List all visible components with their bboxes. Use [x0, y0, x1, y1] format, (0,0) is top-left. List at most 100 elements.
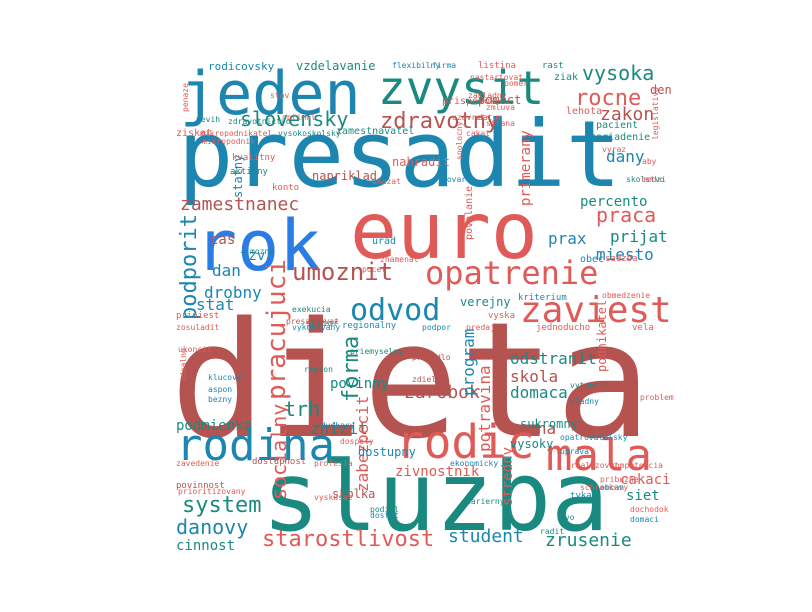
word-presadzovat: presadzovat [286, 317, 339, 326]
word-mala: mala [546, 430, 652, 481]
word-datum: datum [478, 113, 502, 122]
word-nastartovat: nastartovat [470, 73, 523, 82]
word-zakladny: zakladny [468, 91, 507, 100]
word-vyraz: vyraz [602, 145, 626, 154]
word-percento: percento [580, 194, 647, 210]
word-ukazat: ukazat [372, 177, 401, 186]
word-vysokoskolsky: vysokoskolsky [278, 129, 341, 138]
word-forma: forma [339, 336, 364, 402]
word-exekucia: exekucia [292, 305, 331, 314]
word-pomoct: pomoct [478, 93, 521, 107]
word-rodic: rodic [396, 415, 534, 469]
word-konto: konto [272, 183, 299, 193]
word-aspon: aspon [208, 385, 232, 394]
word-dieta: dieta [170, 287, 652, 474]
word-zamestnanec: zamestnanec [180, 194, 299, 215]
word-ekonomicky: ekonomicky [450, 459, 498, 468]
word-drobny: drobny [204, 283, 262, 302]
word-vladny: vladny [570, 397, 599, 406]
word-spolocny: spolocny [455, 121, 464, 160]
word-problem: problem [640, 393, 674, 402]
word-podnikatel: podnikatel [595, 300, 609, 372]
word-zarobok: zarobok [404, 382, 480, 403]
word-prijat: prijat [610, 227, 668, 246]
word-vzdelavanie: vzdelavanie [296, 59, 375, 73]
word-rodicovsky: rodicovsky [208, 60, 275, 73]
word-skola: skola [510, 367, 558, 386]
word-uzavret: uzavret [452, 113, 486, 122]
word-zamestnavatel: zamestnavatel [336, 126, 414, 137]
word-zrusenie: zrusenie [545, 530, 632, 551]
word-zivnostnik: zivnostnik [395, 464, 480, 480]
word-regionalny: regionalny [342, 321, 397, 331]
word-stredny: stredny [500, 447, 516, 506]
word-urad: urad [372, 236, 396, 247]
word-dochodok: dochodok [630, 505, 669, 514]
word-strana: strana [486, 119, 515, 128]
word-tykat: tykat [570, 491, 597, 501]
word-bezny: bezny [208, 395, 232, 404]
word-sadzba: sadzba [605, 254, 638, 264]
word-schrankovy: schrankovy [580, 483, 628, 492]
word-zdielat: zdielat [412, 375, 446, 384]
word-statny: statny [231, 155, 245, 198]
word-miesto: miesto [596, 245, 654, 264]
word-povinny: povinny [330, 376, 389, 392]
word-pracujuci: pracujuci [262, 259, 292, 400]
word-vyskusat: vyskusat [314, 493, 353, 502]
word-system: system [182, 493, 261, 518]
word-cas: cas [210, 232, 235, 248]
word-zabezpecit: zabezpecit [353, 396, 372, 492]
word-podporit: podporit [177, 214, 202, 320]
word-slovensky: slovensky [240, 107, 348, 131]
word-mikropodnik: mikropodnik [202, 137, 255, 146]
word-medzi: medzi [642, 175, 666, 184]
word-vykonavany: vykonavany [292, 323, 340, 332]
word-pribuzne: pribuzne [600, 475, 639, 484]
word-skolka: skolka [332, 487, 375, 501]
word-obcan: obcan [600, 483, 624, 492]
word-podpor: podpor [422, 323, 451, 332]
word-obec: obec [580, 254, 604, 265]
word-nahradit: nahradit [392, 155, 450, 169]
word-napriklad: napriklad [312, 169, 377, 183]
word-ukoncit: ukoncit [178, 345, 212, 354]
word-dostupnost: dostupnost [252, 457, 306, 467]
word-stav: stav [270, 91, 289, 100]
word-uprava: uprava [560, 447, 589, 456]
word-prioritizovany: prioritizovany [178, 487, 246, 496]
word-podmienka: podmienka [176, 418, 252, 434]
word-priniest: priniest [176, 311, 219, 321]
word-profesia: profesia [314, 459, 353, 468]
word-jeden: jeden [180, 59, 361, 129]
word-domaci: domaci [630, 515, 659, 524]
word-penaze: penaze [181, 83, 190, 112]
word-skolstvo: skolstvo [626, 175, 665, 184]
word-euro: euro [350, 187, 538, 277]
word-potravina: potravina [475, 365, 494, 452]
word-dan: dan [212, 261, 241, 280]
word-umoznit: umoznit [292, 258, 393, 286]
word-znizit: znizit [310, 419, 368, 438]
word-advokacy: advokacy [316, 421, 355, 430]
word-vela: vela [632, 323, 654, 333]
word-jednoducho: jednoducho [536, 323, 590, 333]
word-pocet: pocet [362, 265, 386, 274]
word-stat: stat [196, 295, 235, 314]
word-zvysit: zvysit [378, 61, 544, 115]
word-klucovy: klucovy [208, 373, 242, 382]
word-zrealizovat: zrealizovat [566, 461, 619, 470]
word-tovar: tovar [442, 175, 466, 184]
word-priemyselny: priemyselny [350, 347, 403, 356]
word-povinnost: povinnost [176, 481, 225, 491]
word-pomer: pomer [504, 79, 528, 88]
word-legislativa: legislativa [651, 87, 660, 140]
word-obmedzenie: obmedzenie [602, 291, 650, 300]
word-idealne: idealne [179, 348, 188, 382]
word-cinnost: cinnost [176, 538, 235, 554]
word-ziak: ziak [554, 72, 578, 83]
word-odstranit: odstranit [510, 349, 597, 368]
word-kompetencia: kompetencia [610, 461, 663, 470]
